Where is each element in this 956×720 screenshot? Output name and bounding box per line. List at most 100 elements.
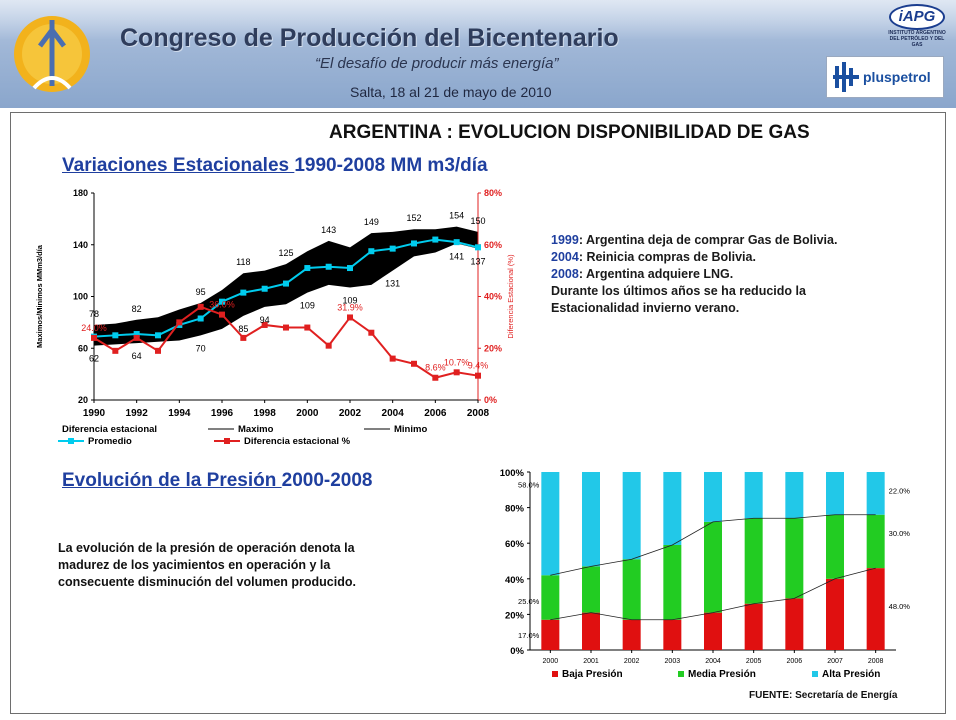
y-tick-label: 180	[73, 188, 88, 198]
x-tick-label: 1992	[126, 408, 149, 419]
y-axis-label: Maximos/Minimos MMm3/día	[35, 244, 44, 348]
average-point	[240, 289, 247, 296]
bar-segment-0	[582, 612, 600, 650]
bar-segment-2	[582, 472, 600, 567]
bar-annotation-left: 58.0%	[518, 480, 540, 489]
note-2004: 2004: Reinicia compras de Bolivia.	[551, 250, 756, 264]
seasonal-pct-point	[347, 314, 353, 321]
bar-segment-0	[704, 612, 722, 650]
legend-pct-label: Diferencia estacional %	[244, 436, 351, 447]
section2-rest: 2000-2008	[281, 470, 373, 491]
bar-annotation-right: 22.0%	[889, 486, 911, 495]
bar-y-tick-label: 40%	[505, 575, 525, 586]
max-data-label: 149	[364, 217, 379, 227]
bar-segment-0	[663, 619, 682, 650]
bar-segment-2	[541, 472, 560, 576]
legend-avg-label: Promedio	[88, 436, 132, 447]
bar-segment-2	[704, 472, 722, 522]
y-tick-label: 140	[73, 240, 88, 250]
seasonal-pct-point	[176, 319, 183, 326]
seasonal-pct-point	[91, 334, 97, 341]
content-frame	[10, 112, 946, 714]
x-tick-label: 1996	[211, 408, 234, 419]
bar-x-tick-label: 2001	[583, 658, 599, 665]
seasonal-pct-point	[283, 324, 289, 331]
iapg-logo: iAPG INSTITUTO ARGENTINO DEL PETRÓLEO Y …	[884, 2, 950, 50]
max-data-label: 118	[236, 257, 250, 267]
bar-legend-label: Baja Presión	[562, 669, 623, 680]
bar-legend-label: Media Presión	[688, 669, 756, 680]
seasonal-pct-point	[411, 360, 417, 367]
seasonal-pct-point	[240, 334, 247, 341]
average-point	[432, 236, 439, 243]
min-data-label: 131	[385, 279, 400, 289]
bar-segment-2	[826, 472, 844, 515]
bar-segment-1	[704, 521, 722, 613]
bar-segment-1	[582, 566, 600, 613]
bar-legend-swatch	[812, 671, 818, 677]
y2-tick-label: 20%	[484, 343, 502, 353]
bar-segment-0	[785, 598, 804, 650]
bar-segment-1	[541, 575, 560, 620]
bar-x-tick-label: 2003	[665, 658, 681, 665]
congress-date: Salta, 18 al 21 de mayo de 2010	[350, 84, 552, 100]
note-seasonality: Durante los últimos años se ha reducido …	[551, 284, 806, 315]
page-title: ARGENTINA : EVOLUCION DISPONIBILIDAD DE …	[329, 122, 810, 143]
legend-band-label: Diferencia estacional	[62, 424, 157, 435]
iapg-logo-mark: iAPG	[889, 4, 945, 30]
seasonal-pct-point	[112, 347, 119, 354]
source-note: FUENTE: Secretaría de Energía	[749, 690, 898, 701]
pressure-evolution-chart: 0% 20% 40% 60% 80% 100% 2000 2001 2002 2003 2004 20…	[486, 460, 944, 688]
bar-segment-1	[663, 544, 682, 620]
min-data-label: 137	[470, 257, 485, 267]
average-point	[283, 280, 289, 287]
section2-link[interactable]: Evolución de la Presión	[62, 470, 282, 491]
x-tick-label: 2000	[296, 408, 319, 419]
bar-segment-2	[866, 472, 885, 515]
average-point	[133, 331, 140, 338]
seasonal-pct-point	[432, 374, 439, 381]
y-tick-label: 60	[78, 343, 88, 353]
bar-segment-1	[866, 514, 885, 569]
average-point	[475, 244, 481, 251]
min-data-label: 70	[196, 343, 206, 353]
y-tick-label: 20	[78, 395, 88, 405]
seasonal-pct-point	[389, 355, 396, 362]
seasonal-pct-point	[133, 334, 140, 341]
bar-x-tick-label: 2004	[705, 658, 721, 665]
average-point	[261, 285, 268, 292]
bar-segment-0	[744, 603, 763, 650]
legend-min-label: Minimo	[394, 424, 427, 435]
average-point	[197, 315, 204, 322]
seasonal-pct-point	[219, 311, 225, 318]
bar-x-tick-label: 2007	[827, 658, 843, 665]
pressure-description: La evolución de la presión de operación …	[58, 541, 356, 589]
section1-link[interactable]: Variaciones Estacionales	[62, 155, 295, 176]
pluspetrol-name: pluspetrol	[863, 69, 931, 85]
section1-heading: Variaciones Estacionales 1990-2008 MM m3…	[62, 155, 488, 177]
y2-tick-label: 60%	[484, 240, 502, 250]
seasonal-pct-point	[325, 342, 332, 349]
bar-x-tick-label: 2000	[543, 658, 559, 665]
x-tick-label: 1994	[168, 408, 191, 419]
banner-shine	[0, 0, 956, 40]
min-data-label: 141	[449, 251, 464, 261]
bar-annotation-right: 48.0%	[889, 602, 911, 611]
bar-y-tick-label: 60%	[505, 539, 525, 550]
max-data-label: 78	[89, 309, 99, 319]
bar-y-tick-label: 80%	[505, 504, 525, 515]
bar-segment-2	[785, 472, 804, 519]
bar-x-tick-label: 2006	[787, 658, 803, 665]
bar-x-tick-label: 2002	[624, 658, 640, 665]
average-point	[112, 332, 119, 339]
average-point	[304, 265, 311, 272]
mid-pressure-trend	[550, 514, 876, 576]
y2-tick-label: 40%	[484, 292, 502, 302]
note-1999: 1999: Argentina deja de comprar Gas de B…	[551, 233, 838, 247]
note-2008: 2008: Argentina adquiere LNG.	[551, 267, 734, 281]
max-data-label: 152	[406, 213, 421, 223]
low-pressure-trend	[550, 567, 876, 621]
min-data-label: 94	[260, 315, 270, 325]
x-tick-label: 2006	[424, 408, 447, 419]
bar-y-tick-label: 0%	[510, 646, 524, 657]
